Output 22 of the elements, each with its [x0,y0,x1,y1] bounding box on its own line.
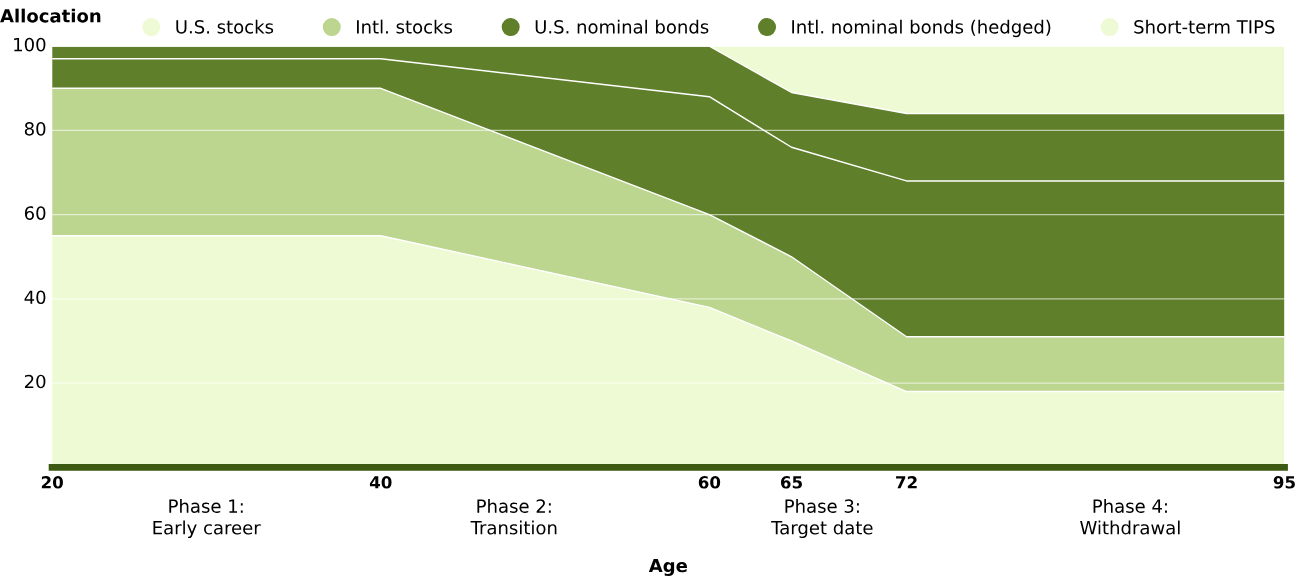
legend-label: Short-term TIPS [1134,19,1275,34]
text: Phase 2: Transition [470,498,557,535]
x-tick-label: 60 [698,476,721,489]
x-axis-title: Age [648,558,687,576]
y-axis-title: Allocation [0,8,101,23]
legend-label: U.S. stocks [176,19,274,34]
x-tick-label: 65 [780,476,802,489]
text: Phase 4: Withdrawal [1080,498,1180,535]
y-tick-label: 40 [24,290,46,305]
x-tick-label: 72 [896,476,917,489]
legend-label: U.S. nominal bonds [535,19,709,34]
legend-label: Intl. nominal bonds (hedged) [792,19,1051,38]
x-tick-label: 40 [369,476,392,489]
y-tick-label: 60 [24,206,46,220]
y-tick-label: 100 [14,37,46,52]
x-tick-label: 20 [41,476,63,489]
text: Phase 1: Early career [153,498,261,539]
text: Phase 3: Target date [771,498,873,539]
legend-label: Intl. stocks [357,19,453,34]
x-tick-label: 95 [1273,476,1295,489]
y-tick-label: 80 [24,121,46,136]
y-tick-label: 20 [24,374,46,389]
